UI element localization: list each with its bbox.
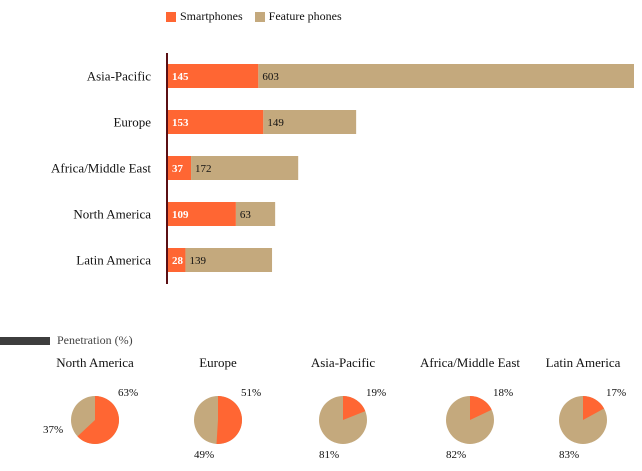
pie-title-north-america: North America [56, 355, 134, 370]
pie-title-latin-america: Latin America [546, 355, 621, 370]
bar-latin-america-smartphones [168, 248, 186, 272]
category-label-latin-america: Latin America [76, 253, 151, 268]
data-label-asia-pacific-feature-phones: 603 [262, 71, 279, 83]
legend-label-feature-phones: Feature phones [268, 9, 342, 23]
data-label-africa-middle-east-feature-phones: 172 [195, 163, 212, 175]
legend-item-smartphones: Smartphones [166, 9, 243, 24]
legend-label-smartphones: Smartphones [180, 9, 243, 23]
pie-label-north-america-smartphones: 63% [118, 387, 138, 399]
data-label-asia-pacific-smartphones: 145 [172, 71, 189, 83]
penetration-title: Penetration (%) [57, 333, 133, 347]
pie-label-europe-feature-phones: 49% [194, 449, 214, 461]
data-label-africa-middle-east-smartphones: 37 [172, 163, 184, 175]
data-label-north-america-feature-phones: 63 [240, 209, 252, 221]
pie-slice-asia-pacific-smartphones [343, 396, 366, 420]
bar-europe-feature-phones [263, 110, 357, 134]
data-label-north-america-smartphones: 109 [172, 209, 189, 221]
pie-label-africa-middle-east-feature-phones: 82% [446, 449, 466, 461]
pie-title-asia-pacific: Asia-Pacific [311, 355, 375, 370]
pie-label-asia-pacific-feature-phones: 81% [319, 449, 339, 461]
bar-africa-middle-east-smartphones [168, 156, 192, 180]
pie-label-africa-middle-east-smartphones: 18% [493, 387, 513, 399]
category-label-africa-middle-east: Africa/Middle East [51, 161, 151, 176]
pie-slice-latin-america-smartphones [583, 396, 605, 420]
pie-label-europe-smartphones: 51% [241, 387, 261, 399]
bar-asia-pacific-smartphones [168, 64, 259, 88]
bar-latin-america-feature-phones [185, 248, 273, 272]
bar-europe-smartphones [168, 110, 264, 134]
pie-slice-africa-middle-east-smartphones [470, 396, 492, 420]
category-label-asia-pacific: Asia-Pacific [87, 69, 151, 84]
bar-north-america-smartphones [168, 202, 236, 226]
bar-north-america-feature-phones [235, 202, 276, 226]
pie-label-latin-america-smartphones: 17% [606, 387, 626, 399]
legend-swatch-feature-phones [254, 11, 265, 22]
category-label-north-america: North America [73, 207, 151, 222]
data-label-europe-smartphones: 153 [172, 117, 189, 129]
pie-slice-north-america-smartphones [77, 396, 119, 445]
data-label-europe-feature-phones: 149 [267, 117, 284, 129]
category-label-europe: Europe [113, 115, 151, 130]
pie-title-africa-middle-east: Africa/Middle East [420, 355, 520, 370]
chart-legend: Smartphones Feature phones [166, 9, 354, 24]
legend-swatch-smartphones [166, 11, 176, 22]
legend-item-feature-phones: Feature phones [254, 9, 342, 24]
bar-asia-pacific-feature-phones [258, 64, 634, 88]
data-label-latin-america-smartphones: 28 [172, 255, 184, 267]
bar-africa-middle-east-feature-phones [191, 156, 299, 180]
data-label-latin-america-feature-phones: 139 [189, 255, 206, 267]
pie-label-north-america-feature-phones: 37% [43, 424, 63, 436]
penetration-title-bar [0, 337, 50, 345]
pie-label-asia-pacific-smartphones: 19% [366, 387, 386, 399]
pie-label-latin-america-feature-phones: 83% [559, 449, 579, 461]
pie-slice-europe-smartphones [216, 396, 242, 444]
pie-title-europe: Europe [199, 355, 237, 370]
